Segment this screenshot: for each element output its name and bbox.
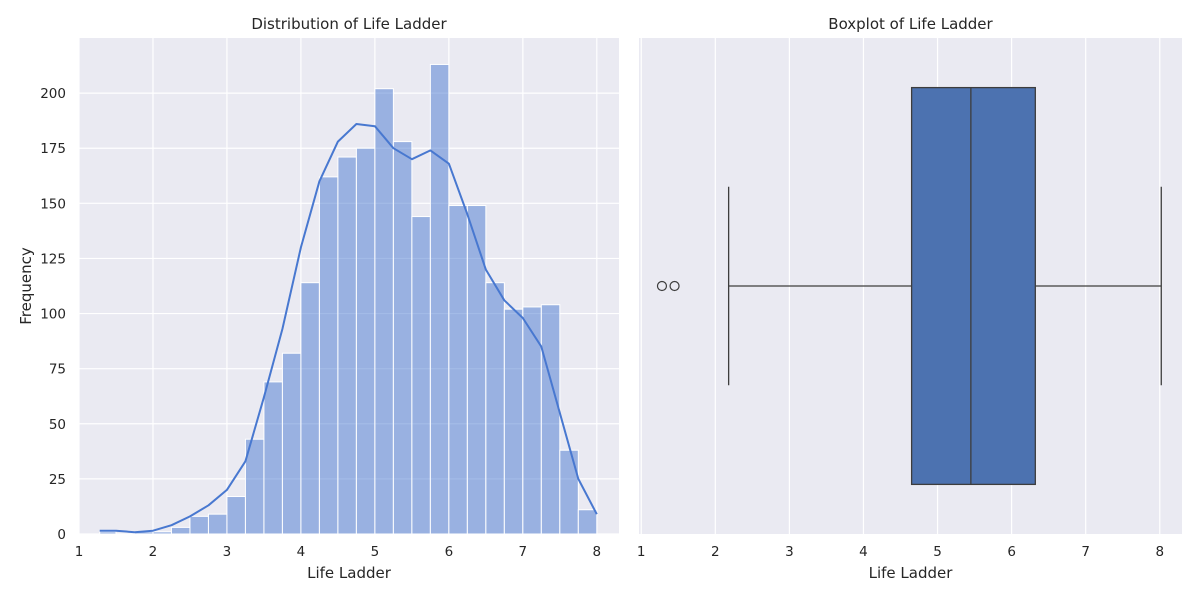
y-tick-label: 0 (57, 527, 66, 543)
histogram-bar (99, 531, 117, 535)
y-tick-label: 150 (40, 196, 66, 212)
histogram-x-tick-labels: 1 2 3 4 5 6 7 8 (75, 544, 601, 560)
boxplot-panel: 1 2 3 4 5 6 7 8 Boxplot of Life Ladder Life Lad… (637, 15, 1182, 582)
y-tick-label: 50 (49, 417, 66, 433)
outlier-point (656, 280, 668, 292)
x-tick-label: 5 (371, 544, 380, 560)
x-tick-label: 2 (711, 544, 720, 560)
x-tick-label: 6 (445, 544, 454, 560)
histogram-bar (559, 449, 579, 535)
interquartile-box (910, 86, 1036, 486)
histogram-bar (392, 141, 413, 535)
histogram-bar (503, 308, 524, 535)
x-tick-label: 4 (859, 544, 868, 560)
y-tick-label: 75 (49, 362, 66, 378)
histogram-bar (170, 526, 191, 535)
histogram-panel: 1 2 3 4 5 6 7 8 0 25 50 75 100 125 150 175 200 Distribu… (17, 15, 619, 582)
boxplot-marks (656, 86, 1162, 486)
histogram-y-axis-label: Frequency (17, 247, 35, 325)
x-tick-label: 5 (933, 544, 942, 560)
x-tick-label: 1 (75, 544, 84, 560)
x-tick-label: 1 (637, 544, 646, 560)
x-tick-label: 8 (1155, 544, 1164, 560)
histogram-bar (485, 282, 505, 535)
histogram-bar (577, 509, 598, 535)
histogram-y-tick-labels: 0 25 50 75 100 125 150 175 200 (40, 86, 66, 543)
histogram-bar (207, 513, 228, 535)
boxplot-x-tick-labels: 1 2 3 4 5 6 7 8 (637, 544, 1164, 560)
x-tick-label: 7 (1081, 544, 1090, 560)
histogram-bar (189, 515, 209, 535)
histogram-bar (226, 496, 246, 535)
x-tick-label: 8 (593, 544, 602, 560)
kde-curve (99, 123, 598, 534)
boxplot-title: Boxplot of Life Ladder (828, 15, 993, 33)
histogram-title: Distribution of Life Ladder (251, 15, 447, 33)
histogram-bar (300, 282, 320, 535)
histogram-bar (263, 381, 283, 535)
x-tick-label: 3 (785, 544, 794, 560)
histogram-bar (448, 205, 468, 535)
y-tick-label: 175 (40, 141, 66, 157)
histogram-bar (281, 352, 302, 535)
y-tick-label: 125 (40, 251, 66, 267)
histogram-bar (411, 216, 431, 535)
histogram-bar (374, 88, 394, 535)
histogram-bar (466, 205, 487, 535)
x-tick-label: 2 (149, 544, 158, 560)
x-tick-label: 3 (223, 544, 232, 560)
histogram-x-axis-label: Life Ladder (307, 564, 392, 582)
histogram-bar (318, 176, 339, 535)
x-tick-label: 4 (297, 544, 306, 560)
histogram-bar (540, 304, 561, 535)
x-tick-label: 6 (1007, 544, 1016, 560)
histogram-bar (355, 147, 376, 535)
histogram-bar (152, 531, 172, 535)
y-tick-label: 100 (40, 307, 66, 323)
histogram-bar (337, 156, 357, 535)
y-tick-label: 200 (40, 86, 66, 102)
boxplot-x-axis-label: Life Ladder (869, 564, 954, 582)
y-tick-label: 25 (49, 472, 66, 488)
outlier-point (669, 280, 680, 292)
x-tick-label: 7 (519, 544, 528, 560)
histogram-bar (429, 63, 450, 535)
